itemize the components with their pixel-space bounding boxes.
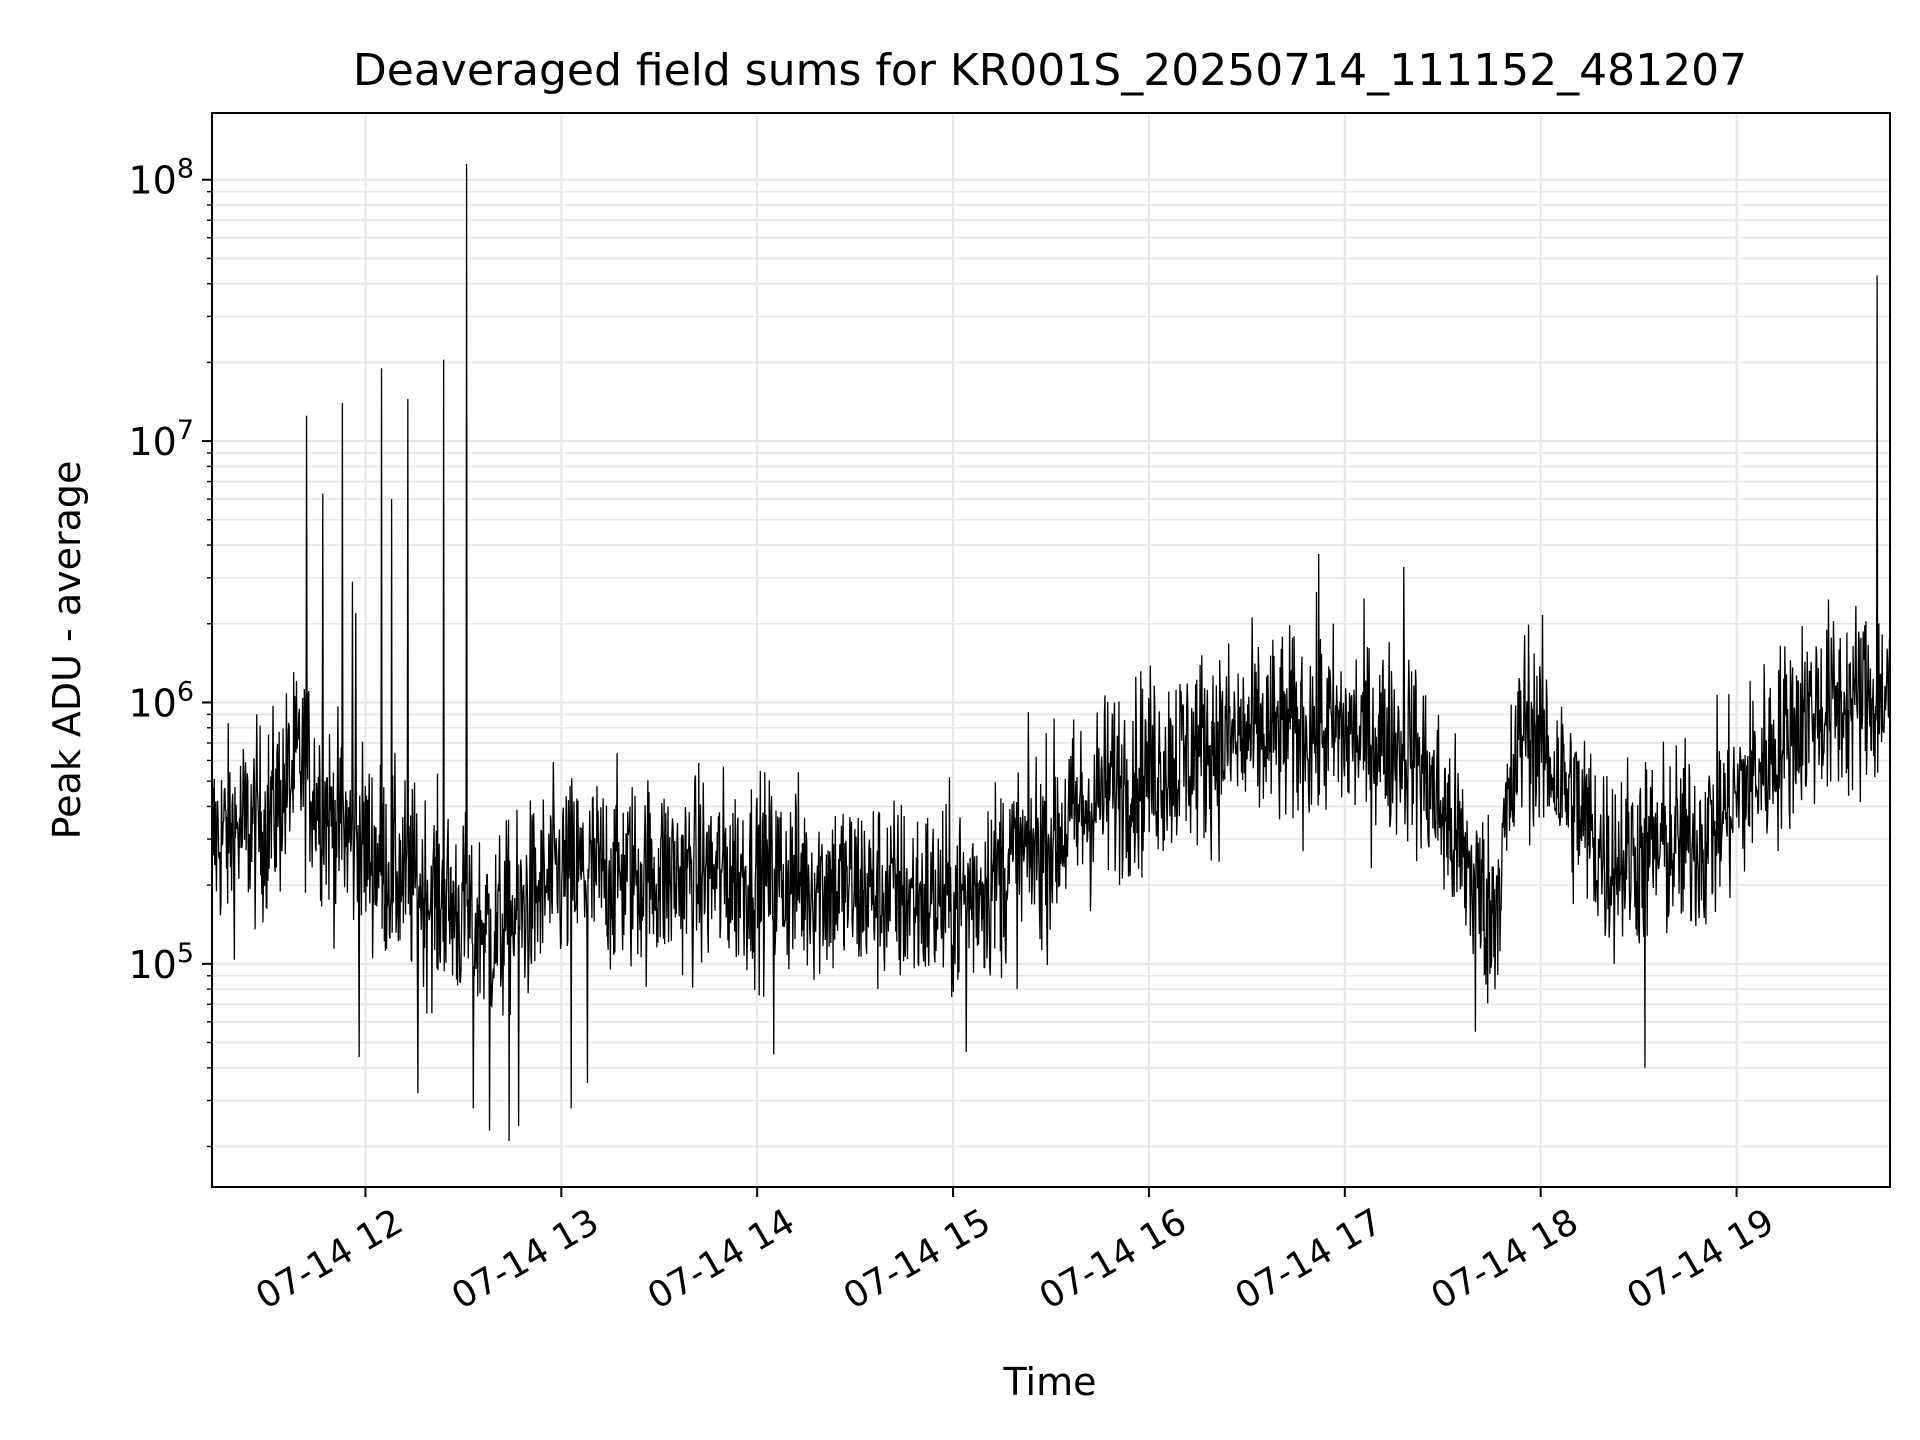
y-axis-label: Peak ADU - average xyxy=(45,461,89,840)
y-tick-label: 105 xyxy=(128,938,194,987)
y-tick-label: 106 xyxy=(128,676,194,725)
y-tick-base: 10 xyxy=(128,159,176,203)
y-tick-exponent: 7 xyxy=(177,415,194,446)
chart-title: Deaveraged field sums for KR001S_2025071… xyxy=(353,45,1747,96)
y-tick-label: 108 xyxy=(128,154,194,203)
x-axis-label: Time xyxy=(1003,1360,1097,1404)
y-tick-exponent: 5 xyxy=(177,938,194,969)
y-tick-base: 10 xyxy=(128,420,176,464)
axes-frame xyxy=(211,112,1891,1188)
y-tick-base: 10 xyxy=(128,943,176,987)
plot-area xyxy=(211,163,1891,1141)
y-tick-label: 107 xyxy=(128,415,194,464)
series-line xyxy=(211,163,1891,1141)
y-tick-base: 10 xyxy=(128,681,176,725)
y-tick-exponent: 6 xyxy=(177,676,194,707)
y-tick-exponent: 8 xyxy=(177,154,194,185)
